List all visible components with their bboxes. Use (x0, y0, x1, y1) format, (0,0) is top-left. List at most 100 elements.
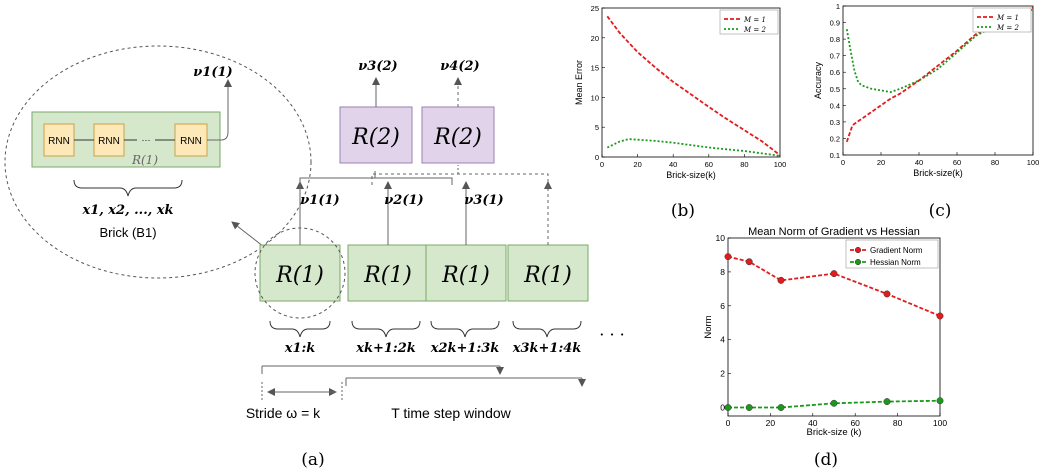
x-tick-label: 40 (808, 418, 818, 428)
plot-frame (601, 7, 781, 158)
level1-input-label: x3k+1:4k (512, 341, 582, 356)
chart-title: Mean Norm of Gradient vs Hessian (748, 226, 920, 238)
level1-input-brace (430, 320, 500, 338)
stride-label: Stride ω = k (246, 405, 321, 421)
data-point (777, 404, 785, 411)
brick-inputs-label: x1, x2, ..., xk (81, 203, 173, 218)
series-line (606, 15, 781, 156)
data-point (936, 312, 944, 320)
level1-output-label: ν3(1) (464, 193, 503, 208)
level1-input-brace (351, 320, 421, 338)
legend-box (845, 239, 939, 269)
series-line (727, 255, 941, 317)
level1-ellipsis: · · · (599, 325, 624, 344)
level1-module-label: R(1) (441, 263, 490, 288)
y-tick-label: 0.3 (830, 118, 840, 127)
level1-module (425, 244, 507, 302)
y-axis-label: Mean Error (574, 60, 584, 105)
data-point (830, 399, 838, 407)
level2-input-bracket-dashed (371, 173, 549, 190)
rnn-label: RNN (180, 136, 202, 147)
level1-input-brace (512, 320, 582, 338)
x-tick-label: 60 (705, 160, 713, 169)
level1-input-label: xk+1:2k (355, 341, 416, 356)
x-tick-label: 20 (877, 158, 885, 167)
x-axis-label: Brick-size(k) (666, 170, 716, 180)
data-point (883, 398, 891, 406)
legend-entry: M = 1 (996, 14, 1019, 22)
data-point (724, 253, 732, 261)
y-axis-label: Accuracy (813, 61, 823, 99)
caption-a: (a) (301, 450, 324, 470)
x-tick-label: 100 (1027, 158, 1040, 167)
level1-output-label: ν1(1) (300, 193, 339, 208)
data-point (724, 404, 732, 411)
y-tick-label: 0.7 (830, 52, 840, 61)
x-tick-label: 100 (933, 418, 947, 428)
y-tick-label: 0.1 (830, 151, 840, 160)
y-tick-label: 2 (720, 369, 725, 379)
x-tick-label: 0 (600, 160, 604, 169)
level1-module (259, 244, 341, 302)
brick-name-label: Brick (B1) (99, 225, 156, 240)
y-tick-label: 1 (836, 2, 840, 11)
legend-entry: M = 1 (743, 16, 766, 24)
series-line (728, 399, 941, 409)
x-tick-label: 80 (740, 160, 748, 169)
brick-module-label: R(1) (131, 153, 158, 167)
level2-input-bracket (299, 177, 453, 190)
y-tick-label: 0 (595, 153, 599, 162)
brick-output-arrow (207, 79, 232, 141)
data-point (777, 276, 785, 284)
level2-output-label: ν4(2) (440, 59, 479, 74)
y-tick-label: 4 (720, 335, 725, 345)
y-tick-label: 0.5 (830, 85, 840, 94)
y-tick-label: 15 (591, 64, 599, 73)
level1-module (507, 244, 589, 302)
chart-b: 0 20 40 60 80 100 0 5 10 15 20 25 Brick-size(k) Mean … (574, 4, 786, 180)
level2-module-label: R(2) (433, 125, 482, 150)
level2-output-label: ν3(2) (358, 59, 397, 74)
series-line (845, 8, 1034, 94)
caption-c: (c) (929, 201, 952, 221)
chart-d: 0 20 40 60 80 100 0 2 4 6 8 10 Brick-size (k) Norm Mea… (703, 226, 947, 438)
caption-b: (b) (671, 201, 695, 221)
legend-entry: Hessian Norm (870, 258, 921, 267)
diagram-a: RNN RNN RNN ··· R(1) ν1(1) x1, x2, ..., … (4, 45, 625, 470)
legend-box (972, 7, 1032, 33)
level2-module (421, 106, 495, 164)
data-point (883, 290, 891, 298)
rnn-label: RNN (98, 136, 120, 147)
legend-entry: Gradient Norm (870, 246, 923, 255)
y-tick-label: 0.4 (830, 101, 840, 110)
data-point (745, 404, 753, 411)
level1-module-label: R(1) (275, 263, 324, 288)
x-tick-label: 0 (726, 418, 731, 428)
level1-module (347, 244, 429, 302)
data-point (830, 270, 838, 278)
legend-marker (854, 246, 862, 254)
level1-input-label: x2k+1:3k (430, 341, 500, 356)
level2-module-label: R(2) (351, 125, 400, 150)
level1-output-label: ν2(1) (384, 193, 423, 208)
level1-input-brace (269, 320, 331, 338)
y-axis-label: Norm (703, 315, 714, 338)
data-point (745, 258, 753, 266)
x-tick-label: 100 (774, 160, 787, 169)
legend-marker (854, 258, 862, 266)
brick-input-brace (73, 179, 183, 197)
window-label: T time step window (391, 405, 511, 421)
series-line (606, 138, 781, 157)
y-tick-label: 8 (720, 267, 725, 277)
rnn-cell (43, 123, 75, 157)
y-tick-label: 0.6 (830, 68, 840, 77)
x-axis-label: Brick-size (k) (807, 427, 862, 438)
x-tick-label: 20 (633, 160, 641, 169)
rnn-dots: ··· (142, 135, 151, 145)
y-tick-label: 10 (716, 233, 726, 243)
x-tick-label: 80 (991, 158, 999, 167)
x-tick-label: 0 (841, 158, 845, 167)
x-tick-label: 60 (953, 158, 961, 167)
level1-module-label: R(1) (363, 263, 412, 288)
x-tick-label: 20 (766, 418, 776, 428)
